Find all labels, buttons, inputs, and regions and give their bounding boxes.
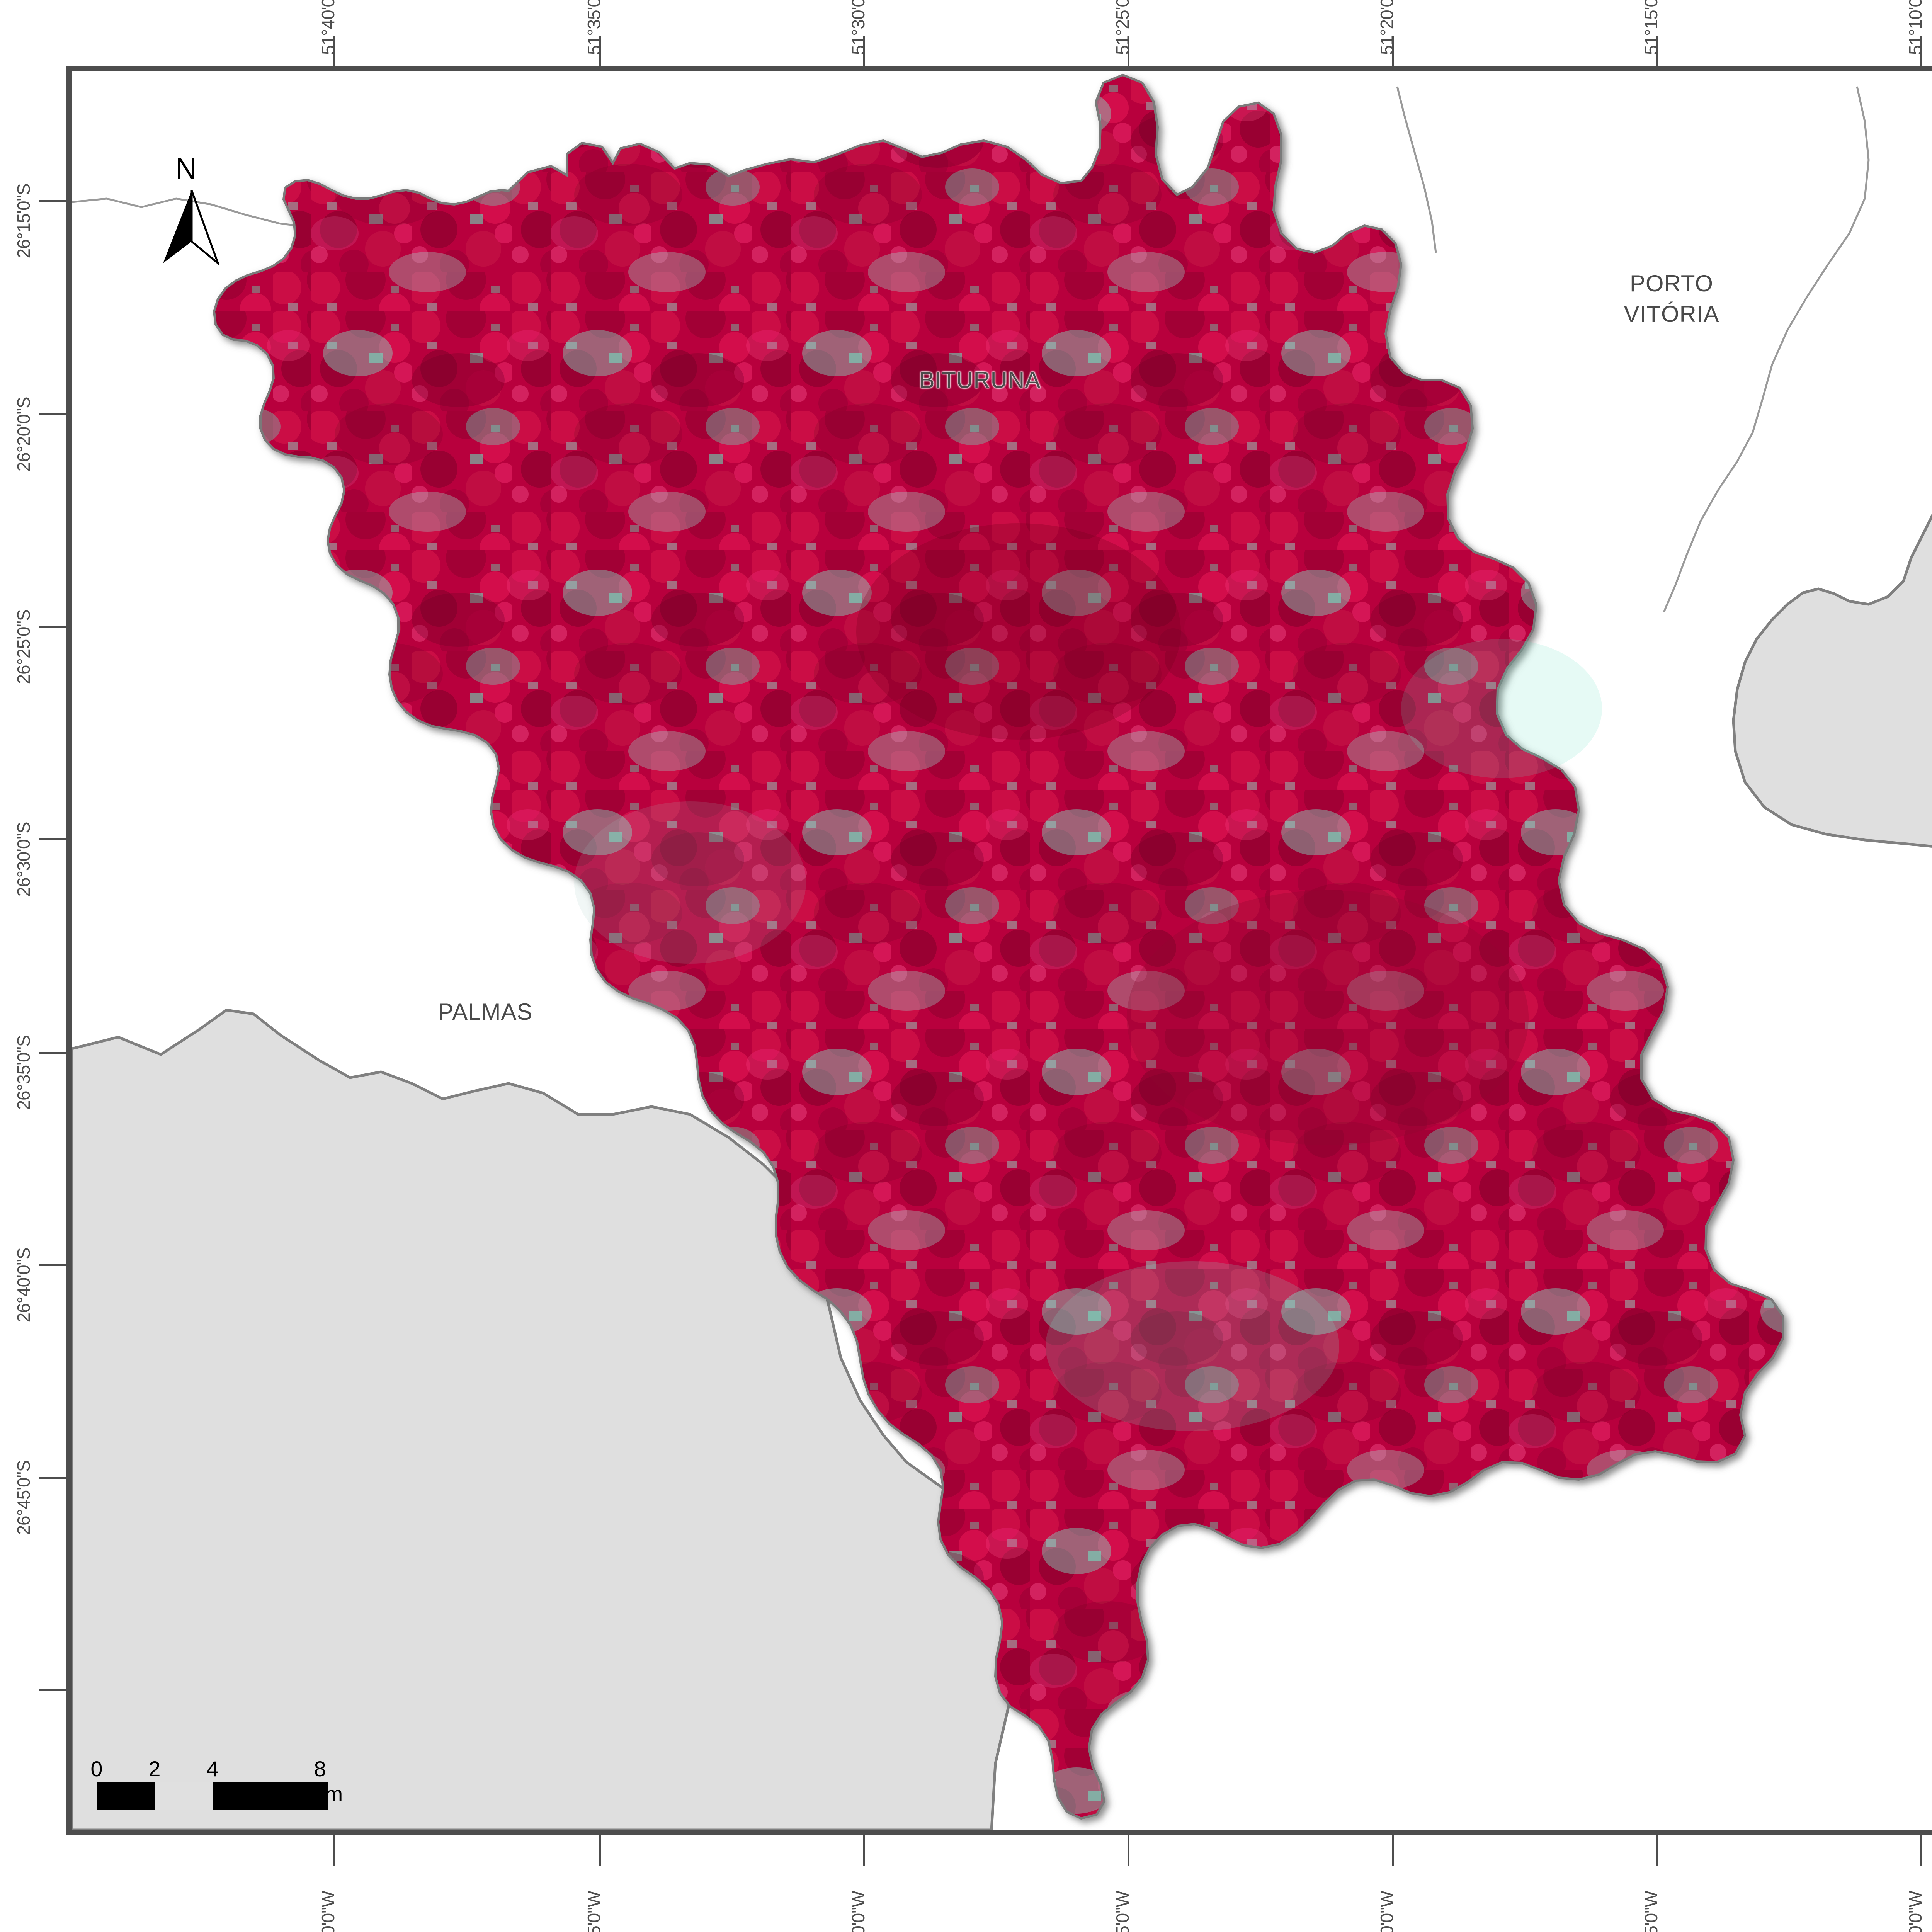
lon-tick-bottom — [1392, 1835, 1394, 1866]
lon-tick-bottom — [1920, 1835, 1922, 1866]
lat-tick — [39, 1689, 68, 1691]
lon-label-bottom: 51°20'0"W — [1377, 1891, 1397, 1932]
lon-label-top: 51°25'0"W — [1112, 0, 1133, 55]
lat-label: 26°25'0"S — [14, 609, 34, 684]
lon-label-top: 51°10'0"W — [1905, 0, 1925, 55]
lon-label-top: 51°40'0"W — [318, 0, 338, 55]
lon-tick-top — [863, 36, 865, 66]
lat-tick — [39, 1264, 68, 1266]
lon-label-bottom: 51°40'0"W — [318, 1891, 338, 1932]
lon-tick-top — [1656, 36, 1658, 66]
lon-label-bottom: 51°25'0"W — [1112, 1891, 1133, 1932]
lat-tick — [39, 200, 68, 202]
city-label-bituruna: BITURUNA — [919, 367, 1041, 393]
scale-tick-4: 4 — [206, 1757, 219, 1781]
scale-tick-0: 0 — [90, 1757, 103, 1781]
lat-tick — [39, 1052, 68, 1054]
lon-label-top: 51°35'0"W — [584, 0, 604, 55]
lon-tick-bottom — [1128, 1835, 1129, 1866]
scale-bar-graphic — [97, 1782, 328, 1810]
lat-label: 26°30'0"S — [14, 822, 34, 897]
lon-tick-bottom — [599, 1835, 601, 1866]
municipality-raster — [213, 73, 1784, 1820]
scale-bar: 0 2 4 8 km — [90, 1756, 343, 1810]
city-label-porto-vitoria: PORTO VITÓRIA — [1624, 270, 1719, 327]
lon-label-bottom: 51°30'0"W — [848, 1891, 868, 1932]
lon-tick-top — [1920, 36, 1922, 66]
scale-tick-2: 2 — [148, 1757, 161, 1781]
lat-label: 26°15'0"S — [14, 184, 34, 259]
map-frame[interactable]: N BITURUNA PORTO VITÓRIA UNIÃO DA VITÓRI… — [66, 66, 1932, 1835]
lon-tick-bottom — [1656, 1835, 1658, 1866]
lon-label-top: 51°20'0"W — [1377, 0, 1397, 55]
city-label-palmas: PALMAS — [438, 999, 533, 1025]
lon-label-top: 51°30'0"W — [848, 0, 868, 55]
lon-tick-top — [333, 36, 335, 66]
north-arrow-label: N — [175, 152, 197, 185]
scale-bar-ticks: 0 2 4 8 km — [90, 1756, 343, 1806]
lat-label: 26°45'0"S — [14, 1460, 34, 1535]
lat-label: 26°20'0"S — [14, 397, 34, 472]
lat-tick — [39, 413, 68, 415]
lon-label-bottom: 51°35'0"W — [584, 1891, 604, 1932]
lon-tick-top — [1128, 36, 1129, 66]
lat-tick — [39, 626, 68, 628]
lon-tick-bottom — [863, 1835, 865, 1866]
lat-label: 26°40'0"S — [14, 1248, 34, 1323]
lon-tick-top — [1392, 36, 1394, 66]
lon-label-bottom: 51°10'0"W — [1905, 1891, 1925, 1932]
lon-label-bottom: 51°15'0"W — [1641, 1891, 1661, 1932]
lon-label-top: 51°15'0"W — [1641, 0, 1661, 55]
lon-tick-top — [599, 36, 601, 66]
raster-detail — [574, 523, 1602, 1431]
lat-label: 26°35'0"S — [14, 1035, 34, 1110]
lon-tick-bottom — [333, 1835, 335, 1866]
north-arrow: N — [153, 152, 230, 266]
lat-tick — [39, 1477, 68, 1479]
map-canvas — [72, 71, 1932, 1830]
lat-tick — [39, 838, 68, 840]
